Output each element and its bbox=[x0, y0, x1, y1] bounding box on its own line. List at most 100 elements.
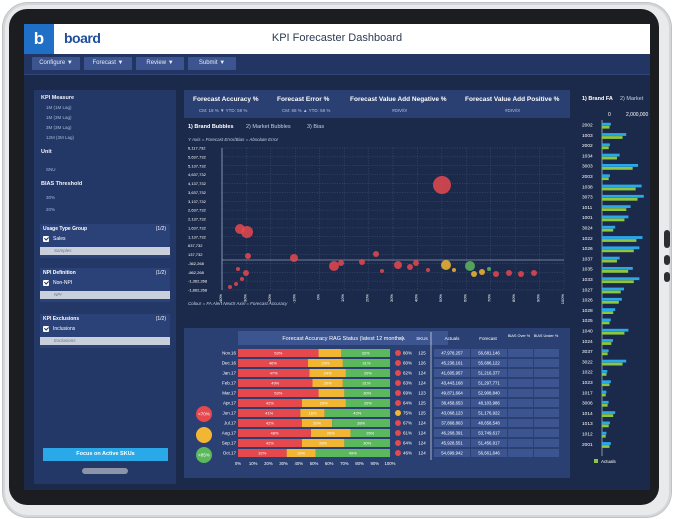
rag-bar-green[interactable] bbox=[341, 349, 390, 357]
brand-forecast-bar[interactable] bbox=[602, 164, 639, 167]
bubble-point[interactable] bbox=[518, 271, 524, 277]
checkbox-icon[interactable] bbox=[43, 280, 49, 286]
rag-bar-green[interactable] bbox=[345, 399, 390, 407]
rag-bar-green[interactable] bbox=[315, 449, 390, 457]
brand-forecast-bar[interactable] bbox=[602, 215, 629, 219]
filter-item[interactable]: Sales bbox=[53, 236, 66, 242]
brand-actuals-bar[interactable] bbox=[602, 156, 617, 160]
brand-actuals-bar[interactable] bbox=[602, 424, 609, 428]
bubble-point[interactable] bbox=[243, 270, 249, 276]
rag-bar-green[interactable] bbox=[332, 419, 390, 427]
tab-bias[interactable]: 3) Bias bbox=[307, 124, 325, 130]
rag-bar-green[interactable] bbox=[345, 369, 390, 377]
tab-brand-fa[interactable]: 1) Brand FA bbox=[582, 96, 613, 102]
rag-bar-yellow[interactable] bbox=[318, 349, 342, 357]
brand-forecast-bar[interactable] bbox=[602, 390, 607, 394]
filter-search-input[interactable]: NPI bbox=[40, 291, 170, 299]
brand-actuals-bar[interactable] bbox=[602, 125, 610, 129]
brand-forecast-bar[interactable] bbox=[602, 328, 629, 332]
rag-bar-red[interactable] bbox=[238, 429, 311, 437]
rag-bar-red[interactable] bbox=[238, 349, 319, 357]
rag-bar-green[interactable] bbox=[342, 379, 390, 387]
bubble-point[interactable] bbox=[373, 251, 379, 257]
rag-bar-yellow[interactable] bbox=[312, 379, 343, 387]
kpi-measure-option[interactable]: 1M (3M Lag) bbox=[46, 115, 72, 120]
bubble-point[interactable] bbox=[241, 226, 253, 238]
forecast-menu-button[interactable]: Forecast ▼ bbox=[84, 57, 132, 70]
rag-bar-red[interactable] bbox=[238, 379, 313, 387]
bubble-point[interactable] bbox=[329, 261, 339, 271]
brand-actuals-bar[interactable] bbox=[602, 218, 625, 222]
brand-forecast-bar[interactable] bbox=[602, 339, 613, 342]
kpi-measure-option[interactable]: 1M (1M Lag) bbox=[46, 105, 72, 110]
brand-forecast-bar[interactable] bbox=[602, 421, 610, 425]
brand-actuals-bar[interactable] bbox=[602, 259, 617, 263]
bubble-point[interactable] bbox=[487, 267, 491, 271]
brand-forecast-bar[interactable] bbox=[602, 194, 644, 198]
brand-actuals-bar[interactable] bbox=[602, 290, 621, 294]
brand-forecast-bar[interactable] bbox=[602, 236, 643, 239]
bubble-point[interactable] bbox=[465, 261, 475, 271]
app-logo[interactable]: b bbox=[24, 24, 54, 54]
filter-item[interactable]: Non-NPI bbox=[53, 280, 73, 286]
bias-threshold-option[interactable]: 20% bbox=[46, 207, 56, 212]
brand-actuals-bar[interactable] bbox=[602, 280, 634, 284]
kpi-measure-option[interactable]: 3M (3M Lag) bbox=[46, 125, 72, 130]
brand-actuals-bar[interactable] bbox=[602, 187, 636, 191]
brand-actuals-bar[interactable] bbox=[602, 342, 612, 345]
tab-brand-bubbles[interactable]: 1) Brand Bubbles bbox=[188, 124, 234, 130]
brand-forecast-bar[interactable] bbox=[602, 225, 616, 229]
brand-forecast-bar[interactable] bbox=[602, 246, 640, 250]
brand-forecast-bar[interactable] bbox=[602, 349, 609, 353]
brand-forecast-bar[interactable] bbox=[602, 359, 627, 363]
bubble-point[interactable] bbox=[471, 271, 477, 277]
rag-bar-green[interactable] bbox=[350, 429, 390, 437]
tab-market-fa[interactable]: 2) Market bbox=[620, 96, 644, 102]
brand-forecast-bar[interactable] bbox=[602, 122, 611, 126]
rag-bar-green[interactable] bbox=[344, 389, 390, 397]
bubble-point[interactable] bbox=[441, 260, 451, 270]
filter-group-count[interactable]: (1/2) bbox=[155, 226, 166, 232]
brand-forecast-bar[interactable] bbox=[602, 277, 640, 281]
brand-forecast-bar[interactable] bbox=[602, 442, 611, 445]
bubble-point[interactable] bbox=[426, 268, 430, 272]
filter-search-input[interactable]: Samples bbox=[40, 247, 170, 255]
brand-forecast-bar[interactable] bbox=[602, 143, 610, 147]
brand-actuals-bar[interactable] bbox=[602, 136, 623, 139]
rag-bar-yellow[interactable] bbox=[307, 359, 343, 367]
brand-actuals-bar[interactable] bbox=[602, 352, 608, 356]
brand-forecast-bar[interactable] bbox=[602, 133, 627, 136]
rag-bar-yellow[interactable] bbox=[309, 369, 346, 377]
rag-bar-yellow[interactable] bbox=[318, 389, 345, 397]
brand-forecast-bar[interactable] bbox=[602, 205, 631, 208]
brand-actuals-bar[interactable] bbox=[602, 373, 607, 376]
brand-actuals-bar[interactable] bbox=[602, 300, 619, 304]
bubble-point[interactable] bbox=[452, 268, 456, 272]
bubble-point[interactable] bbox=[234, 282, 238, 286]
brand-actuals-bar[interactable] bbox=[602, 270, 629, 273]
bubble-point[interactable] bbox=[493, 271, 499, 277]
brand-actuals-bar[interactable] bbox=[602, 146, 609, 150]
brand-actuals-bar[interactable] bbox=[602, 383, 610, 387]
brand-actuals-bar[interactable] bbox=[602, 311, 614, 314]
brand-forecast-bar[interactable] bbox=[602, 308, 616, 311]
brand-forecast-bar[interactable] bbox=[602, 297, 622, 301]
rag-bar-yellow[interactable] bbox=[301, 439, 345, 447]
brand-forecast-bar[interactable] bbox=[602, 380, 611, 384]
brand-actuals-bar[interactable] bbox=[602, 167, 633, 170]
bias-threshold-option[interactable]: 30% bbox=[46, 195, 56, 200]
brand-actuals-bar[interactable] bbox=[602, 249, 634, 253]
bubble-point[interactable] bbox=[359, 259, 365, 265]
brand-actuals-bar[interactable] bbox=[602, 393, 606, 397]
submit-menu-button[interactable]: Submit ▼ bbox=[188, 57, 236, 70]
bubble-point[interactable] bbox=[407, 264, 413, 270]
rag-bar-red[interactable] bbox=[238, 439, 302, 447]
brand-actuals-bar[interactable] bbox=[602, 239, 637, 242]
bubble-point[interactable] bbox=[228, 285, 232, 289]
checkbox-icon[interactable] bbox=[43, 326, 49, 332]
rag-bar-red[interactable] bbox=[238, 359, 308, 367]
brand-forecast-bar[interactable] bbox=[602, 431, 607, 435]
brand-forecast-bar[interactable] bbox=[602, 370, 608, 373]
rag-bar-yellow[interactable] bbox=[286, 449, 316, 457]
brand-forecast-bar[interactable] bbox=[602, 411, 616, 414]
